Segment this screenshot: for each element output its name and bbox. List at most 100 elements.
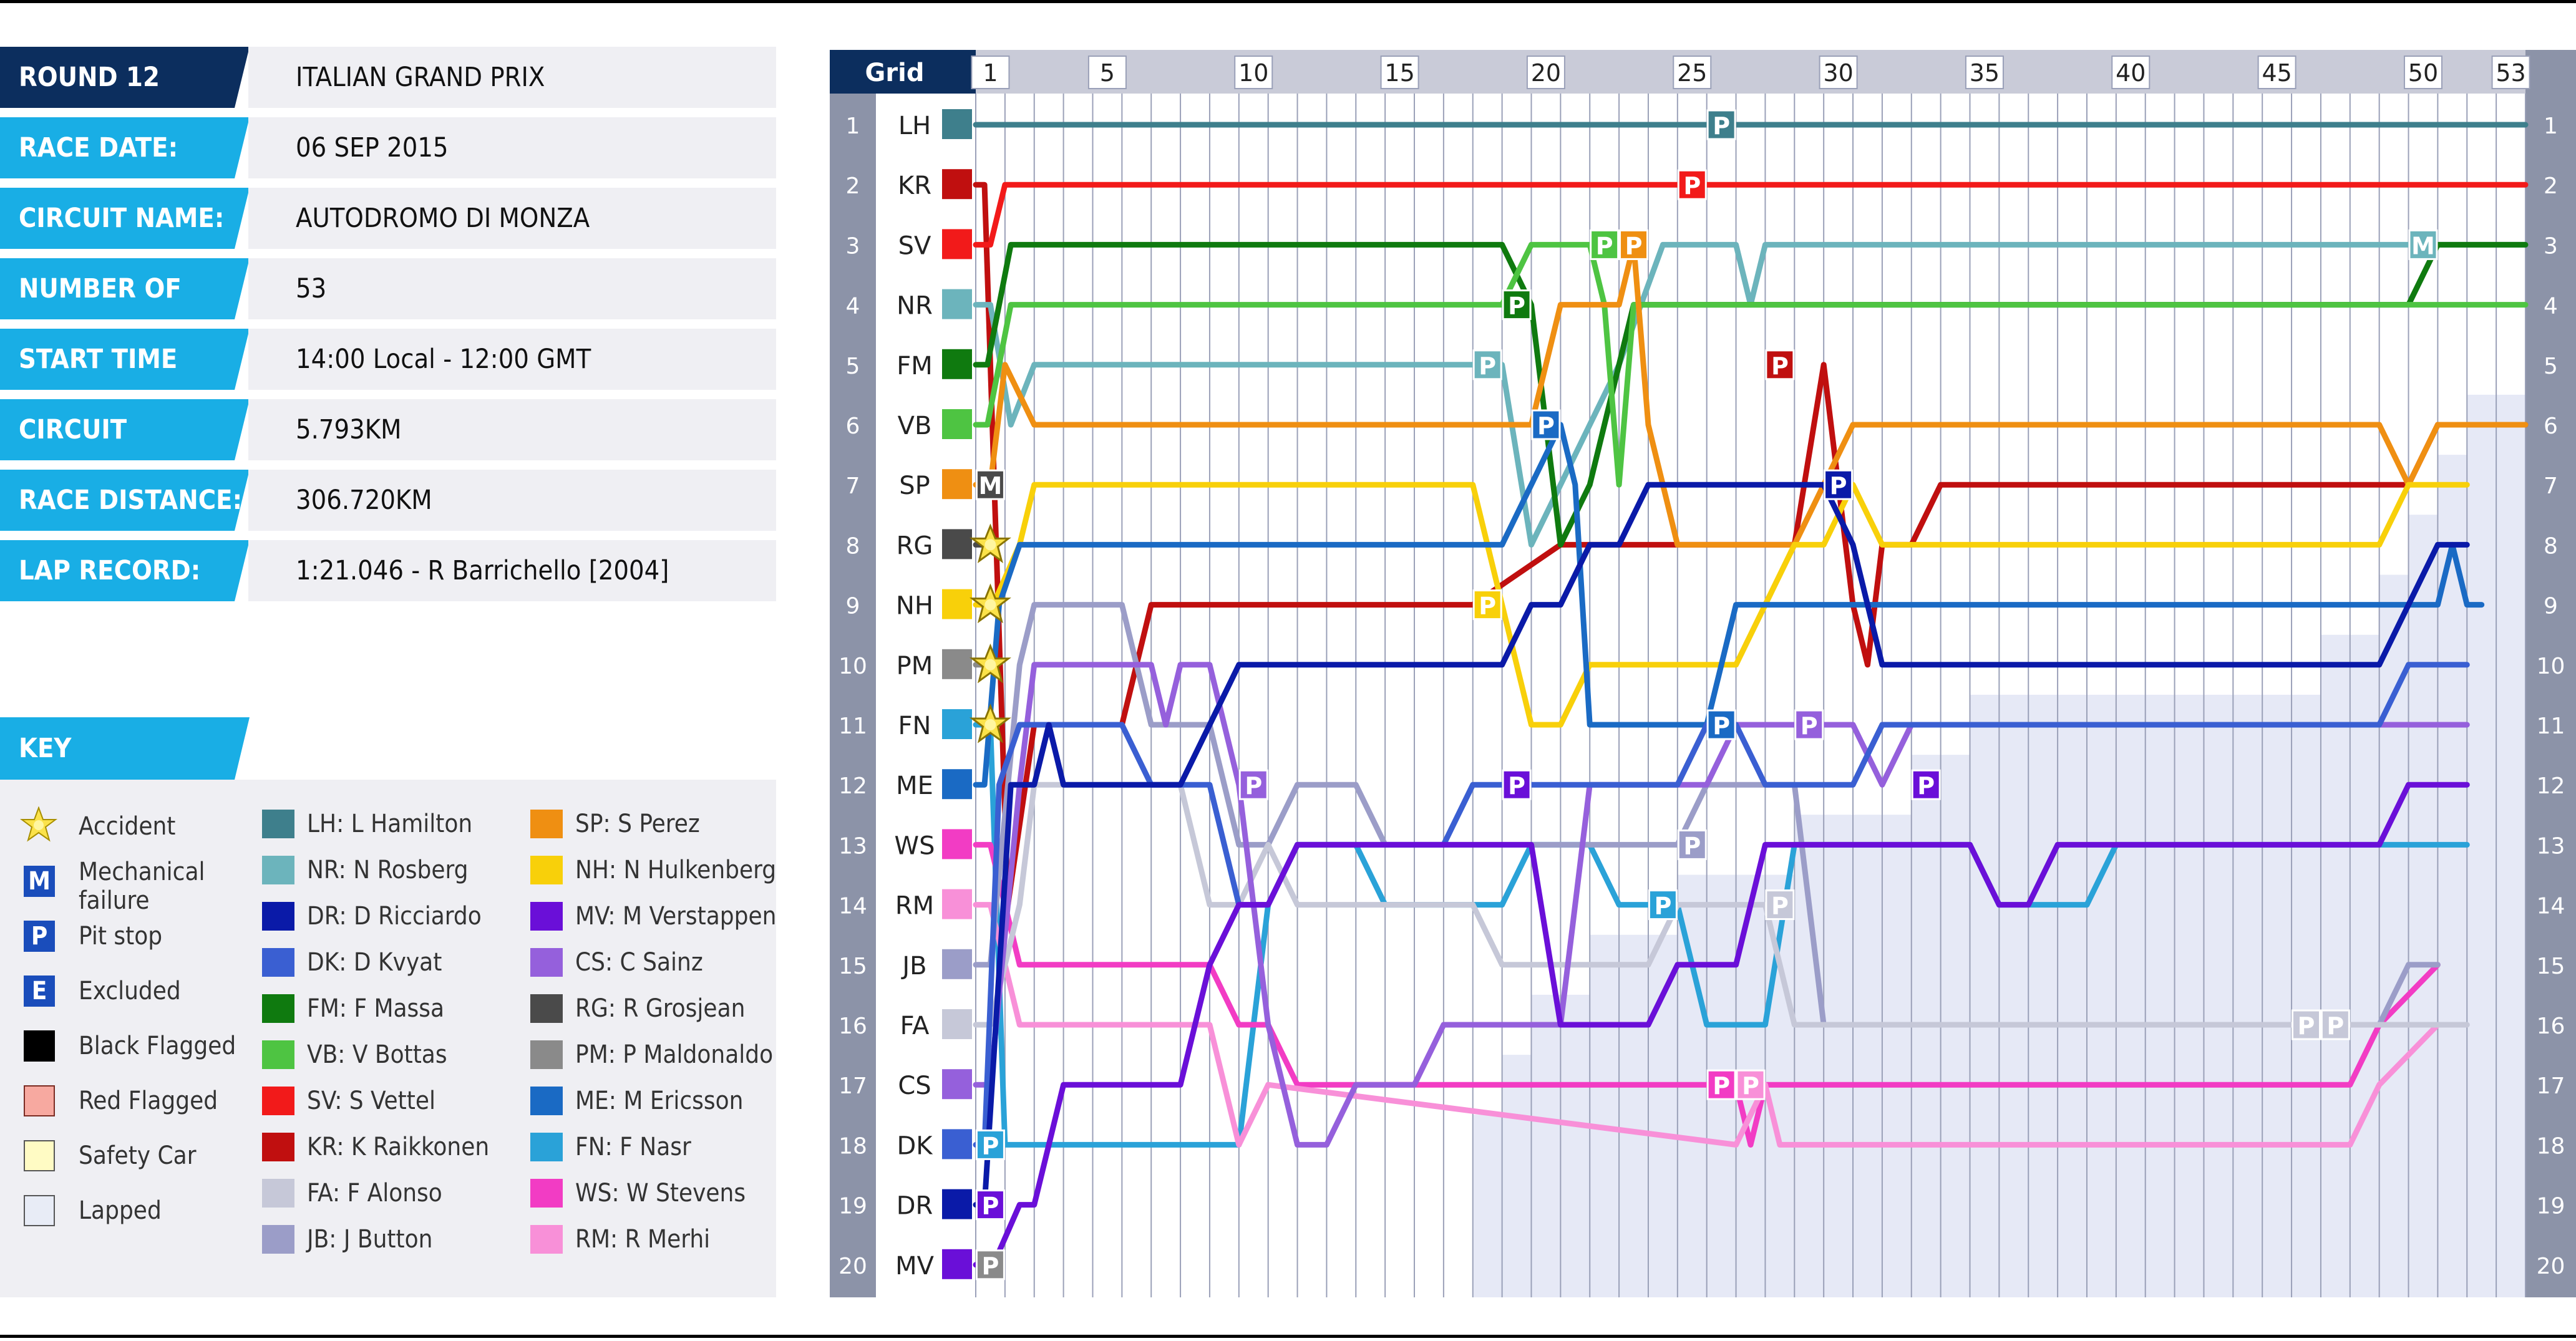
event-marker-label: P bbox=[1771, 352, 1789, 380]
legend-label: RM: R Merhi bbox=[575, 1225, 711, 1254]
mechanical-failure-marker bbox=[975, 469, 1005, 500]
legend-swatch bbox=[262, 1179, 294, 1208]
series-line-ws bbox=[973, 841, 2441, 1148]
legend-label: FM: F Massa bbox=[307, 994, 445, 1023]
grid-driver-swatch bbox=[942, 229, 972, 259]
circuit-length-value: 5.793KM bbox=[248, 399, 776, 460]
safety-car-icon bbox=[24, 1140, 55, 1171]
lap-tick-box bbox=[1234, 56, 1273, 89]
lapped-icon bbox=[24, 1195, 55, 1226]
event-marker-label: P bbox=[982, 1193, 999, 1220]
lap-tick-label: 15 bbox=[1384, 59, 1414, 87]
event-marker-label: P bbox=[1713, 1072, 1730, 1100]
pit-stop-marker bbox=[1765, 349, 1795, 380]
circuit-name-label: CIRCUIT NAME: bbox=[0, 188, 250, 249]
position-label-right: 3 bbox=[2544, 233, 2558, 259]
grid-driver-code: JB bbox=[900, 952, 926, 980]
event-marker-label: P bbox=[1245, 772, 1262, 800]
pit-stop-marker bbox=[1677, 829, 1707, 860]
legend-item-fa: FA: F Alonso bbox=[262, 1174, 499, 1211]
position-label-left: 12 bbox=[838, 773, 867, 799]
legend-label: SP: S Perez bbox=[575, 810, 700, 838]
key-symbol-row: Black Flagged bbox=[24, 1027, 248, 1065]
accident-icon bbox=[970, 703, 1011, 743]
accident-icon bbox=[20, 806, 57, 842]
accident-core bbox=[984, 719, 996, 730]
legend-item-nr: NR: N Rosberg bbox=[262, 851, 499, 888]
position-label-left: 11 bbox=[838, 714, 867, 739]
legend-swatch bbox=[530, 1179, 563, 1208]
race-distance-label: RACE DISTANCE: bbox=[0, 470, 250, 531]
legend-swatch bbox=[530, 1040, 563, 1069]
series-line-dr bbox=[973, 482, 2470, 1208]
lap-tick-box bbox=[1087, 56, 1127, 89]
position-label-right: 14 bbox=[2537, 894, 2565, 919]
circuit-name-row: CIRCUIT NAME: AUTODROMO DI MONZA bbox=[0, 188, 776, 249]
legend-item-dr: DR: D Ricciardo bbox=[262, 897, 499, 934]
driver-column bbox=[876, 94, 976, 1297]
legend-item-lh: LH: L Hamilton bbox=[262, 805, 499, 842]
position-label-right: 2 bbox=[2544, 173, 2558, 199]
pit-stop-marker bbox=[1736, 1069, 1766, 1100]
position-label-right: 18 bbox=[2537, 1133, 2565, 1159]
series-line-fa bbox=[973, 782, 2470, 1028]
pit-stop-marker bbox=[1502, 769, 1532, 800]
legend-item-sv: SV: S Vettel bbox=[262, 1082, 499, 1119]
grid-driver-code: KR bbox=[898, 172, 931, 200]
position-label-right: 13 bbox=[2537, 833, 2565, 859]
grid-driver-swatch bbox=[942, 889, 972, 919]
pit-stop-marker bbox=[1706, 109, 1736, 140]
black-flag-icon bbox=[24, 1030, 55, 1062]
event-marker-label: P bbox=[1683, 172, 1701, 200]
legend-label: CS: C Sainz bbox=[575, 948, 703, 977]
legend-item-pm: PM: P Maldonaldo bbox=[530, 1035, 773, 1073]
event-marker-label: P bbox=[1596, 232, 1613, 259]
legend-swatch bbox=[262, 902, 294, 931]
position-label-left: 18 bbox=[838, 1133, 867, 1159]
circuit-name-value: AUTODROMO DI MONZA bbox=[248, 188, 776, 249]
legend-item-rm: RM: R Merhi bbox=[530, 1220, 767, 1257]
pit-stop-marker bbox=[2320, 1009, 2350, 1040]
pit-stop-marker bbox=[1648, 889, 1678, 921]
position-label-right: 5 bbox=[2544, 354, 2558, 379]
lap-tick-label: 40 bbox=[2116, 59, 2146, 87]
position-label-right: 11 bbox=[2537, 714, 2565, 739]
lap-tick-box bbox=[2111, 56, 2151, 89]
legend-item-nh: NH: N Hulkenberg bbox=[530, 851, 776, 888]
position-label-right: 8 bbox=[2544, 533, 2558, 559]
round-label: ROUND 12 bbox=[0, 47, 250, 108]
key-symbol-label: Lapped bbox=[79, 1196, 162, 1225]
grid-driver-code: SV bbox=[898, 231, 931, 260]
position-label-right: 6 bbox=[2544, 414, 2558, 439]
position-label-left: 20 bbox=[838, 1254, 867, 1279]
lap-tick-label: 30 bbox=[1823, 59, 1853, 87]
grid-driver-swatch bbox=[942, 1009, 972, 1039]
grid-driver-swatch bbox=[942, 289, 972, 319]
series-line-sp bbox=[973, 241, 2529, 548]
pit-stop-marker bbox=[1472, 589, 1502, 621]
start-time-label: START TIME bbox=[0, 329, 250, 390]
grid-driver-code: SP bbox=[899, 472, 930, 500]
lap-record-value: 1:21.046 - R Barrichello [2004] bbox=[248, 540, 776, 601]
key-symbol-label: Accident bbox=[79, 812, 176, 841]
legend-swatch bbox=[530, 1225, 563, 1254]
grid-driver-swatch bbox=[942, 409, 972, 439]
legend-label: VB: V Bottas bbox=[307, 1040, 447, 1069]
legend-item-fm: FM: F Massa bbox=[262, 989, 499, 1027]
grid-driver-code: FM bbox=[897, 352, 933, 380]
red-flag-icon bbox=[24, 1085, 55, 1116]
key-symbol-row: P Pit stop bbox=[24, 917, 248, 955]
position-label-left: 1 bbox=[846, 114, 860, 139]
legend-item-ws: WS: W Stevens bbox=[530, 1174, 767, 1211]
legend-item-sp: SP: S Perez bbox=[530, 805, 767, 842]
position-label-left: 6 bbox=[846, 414, 860, 439]
grid-driver-swatch bbox=[942, 1249, 972, 1279]
event-marker-label: P bbox=[1830, 472, 1847, 500]
legend-item-rg: RG: R Grosjean bbox=[530, 989, 767, 1027]
grid-driver-swatch bbox=[942, 769, 972, 800]
grid-driver-swatch bbox=[942, 529, 972, 559]
position-label-left: 8 bbox=[846, 533, 860, 559]
legend-label: FN: F Nasr bbox=[575, 1133, 691, 1161]
legend-swatch bbox=[262, 856, 294, 884]
